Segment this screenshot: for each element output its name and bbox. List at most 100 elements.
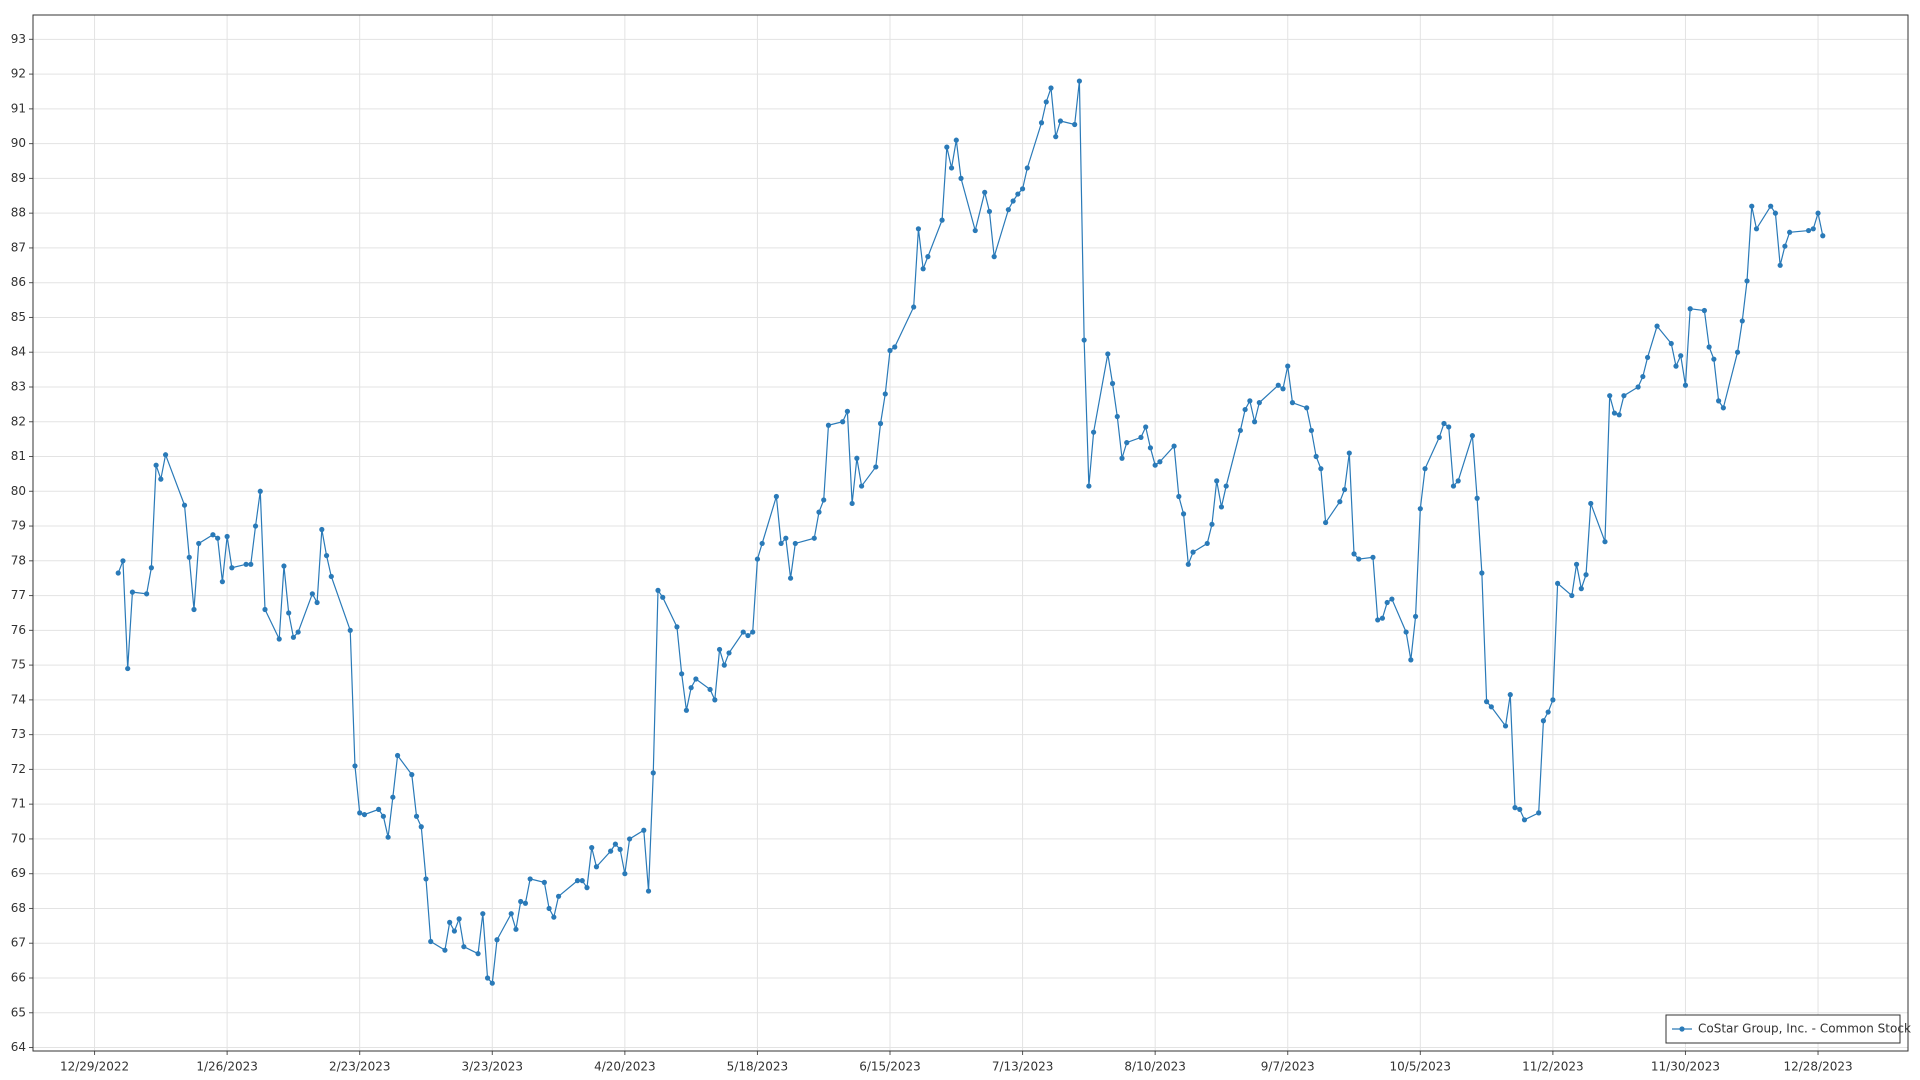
data-point bbox=[958, 175, 964, 181]
data-point bbox=[1176, 493, 1182, 500]
data-point bbox=[418, 824, 424, 830]
data-point bbox=[224, 533, 230, 540]
tick-layer: 64 65 66 67 68 69 70 71 72 73 74 75 76 77 78 79 80 81 82 83… bbox=[11, 32, 1853, 1074]
data-point bbox=[1223, 483, 1229, 489]
data-point bbox=[1436, 434, 1442, 440]
data-point bbox=[693, 676, 699, 682]
data-point bbox=[1242, 406, 1248, 413]
data-point bbox=[1190, 549, 1196, 555]
data-point bbox=[1038, 120, 1045, 126]
data-point bbox=[1218, 504, 1225, 510]
data-point bbox=[1744, 278, 1750, 284]
data-point bbox=[1323, 519, 1329, 526]
y-tick-label: 83 bbox=[11, 379, 26, 393]
data-point bbox=[1441, 420, 1447, 427]
data-point bbox=[1308, 427, 1315, 434]
data-point bbox=[186, 554, 192, 560]
data-point bbox=[276, 636, 282, 642]
data-point bbox=[745, 632, 751, 639]
data-point bbox=[740, 629, 746, 635]
y-tick-label: 68 bbox=[11, 901, 26, 915]
x-tick-label: 11/30/2023 bbox=[1651, 1060, 1720, 1074]
data-point bbox=[1015, 191, 1021, 197]
data-point bbox=[1810, 226, 1816, 232]
data-point bbox=[442, 947, 448, 953]
y-tick-label: 67 bbox=[11, 936, 26, 950]
data-point bbox=[1143, 424, 1149, 430]
data-point bbox=[162, 452, 169, 458]
data-point bbox=[158, 476, 164, 482]
data-point bbox=[555, 893, 562, 899]
data-point bbox=[1483, 699, 1490, 705]
data-point bbox=[1147, 445, 1154, 451]
data-point bbox=[1521, 817, 1528, 823]
data-point bbox=[1076, 78, 1083, 84]
data-point bbox=[1412, 613, 1419, 620]
data-point bbox=[323, 552, 330, 559]
data-point bbox=[1384, 599, 1390, 606]
y-tick-label: 78 bbox=[11, 553, 26, 567]
data-point bbox=[376, 806, 382, 812]
data-point bbox=[120, 558, 126, 564]
legend-marker bbox=[1679, 1026, 1685, 1032]
data-point bbox=[229, 565, 235, 571]
data-point bbox=[811, 535, 817, 541]
y-tick-label: 79 bbox=[11, 519, 26, 533]
data-point bbox=[920, 266, 926, 272]
data-point bbox=[1502, 723, 1509, 729]
data-point bbox=[215, 535, 221, 541]
data-point bbox=[1043, 99, 1049, 105]
y-tick-label: 84 bbox=[11, 345, 26, 359]
y-tick-label: 73 bbox=[11, 727, 26, 741]
data-point bbox=[1545, 709, 1551, 715]
data-point bbox=[513, 926, 519, 932]
data-point bbox=[1152, 462, 1158, 468]
data-point bbox=[674, 624, 680, 630]
data-point bbox=[347, 627, 353, 633]
data-point bbox=[153, 462, 159, 468]
y-tick-label: 80 bbox=[11, 484, 26, 498]
y-tick-label: 92 bbox=[11, 67, 26, 81]
data-point bbox=[773, 493, 779, 500]
data-point bbox=[380, 813, 386, 819]
data-point bbox=[750, 629, 756, 635]
data-point bbox=[1010, 198, 1016, 204]
data-point bbox=[1171, 443, 1177, 449]
data-point bbox=[385, 834, 391, 840]
data-point bbox=[679, 671, 685, 677]
data-point bbox=[1346, 450, 1352, 456]
x-tick-label: 2/23/2023 bbox=[329, 1060, 391, 1074]
x-tick-label: 6/15/2023 bbox=[859, 1060, 921, 1074]
data-point bbox=[129, 589, 136, 595]
data-point bbox=[1237, 427, 1243, 434]
data-point bbox=[522, 900, 529, 906]
data-point bbox=[1573, 561, 1580, 567]
data-point bbox=[759, 540, 765, 547]
data-point bbox=[1640, 373, 1646, 380]
data-point bbox=[243, 561, 249, 567]
data-point bbox=[953, 137, 959, 143]
y-tick-label: 89 bbox=[11, 171, 26, 185]
y-tick-label: 71 bbox=[11, 797, 26, 811]
data-point bbox=[144, 591, 150, 597]
data-point bbox=[1772, 210, 1779, 216]
data-point bbox=[1706, 344, 1712, 350]
data-point bbox=[1450, 483, 1457, 489]
data-point bbox=[290, 634, 297, 640]
data-point bbox=[1635, 384, 1641, 390]
data-point bbox=[447, 919, 453, 925]
y-tick-label: 66 bbox=[11, 970, 26, 984]
data-point bbox=[1654, 323, 1660, 329]
data-point bbox=[849, 500, 855, 507]
data-point bbox=[1607, 393, 1613, 399]
data-point bbox=[1019, 186, 1026, 192]
y-tick-label: 86 bbox=[11, 275, 26, 289]
data-point bbox=[1048, 85, 1054, 91]
data-point bbox=[1247, 398, 1253, 404]
data-point bbox=[413, 813, 420, 819]
data-point bbox=[991, 254, 997, 260]
x-tick-label: 11/2/2023 bbox=[1522, 1060, 1584, 1074]
data-point bbox=[1105, 351, 1111, 357]
